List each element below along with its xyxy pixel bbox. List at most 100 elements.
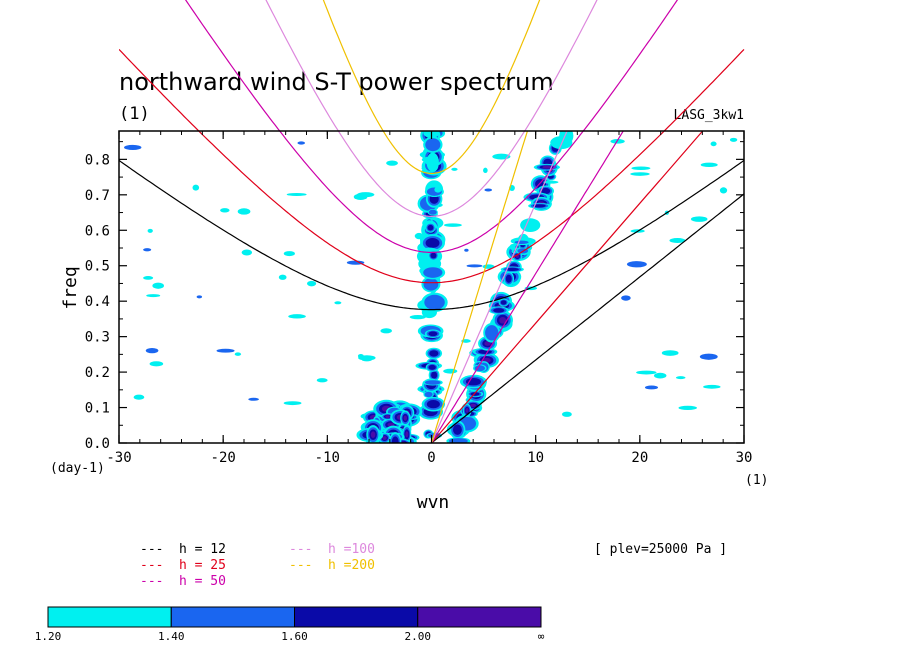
source-label: LASG_3kw1 (674, 108, 744, 123)
power-contour (669, 237, 686, 243)
power-contour (382, 436, 387, 440)
kelvin-curve (430, 131, 624, 443)
power-contour (500, 300, 507, 305)
ig-curve (278, 131, 585, 253)
power-contour (370, 431, 376, 438)
x-tick-label: 20 (631, 450, 648, 466)
x-tick-label: -30 (106, 450, 131, 466)
rossby-curve (430, 442, 432, 443)
power-contour (283, 401, 302, 406)
power-contour (710, 141, 717, 147)
ig-curve (119, 159, 744, 311)
power-contour (631, 166, 651, 171)
power-contour (380, 328, 392, 334)
power-contour (675, 376, 686, 380)
power-contour (414, 232, 424, 240)
power-contour (561, 411, 572, 417)
power-contour (152, 282, 164, 289)
power-contour (386, 160, 398, 166)
power-contour (216, 348, 235, 353)
colorbar-label: 2.00 (405, 630, 432, 643)
legend-label: h =100 (328, 542, 375, 557)
power-contour (451, 167, 458, 171)
power-contour (465, 408, 469, 413)
kelvin-curve (431, 131, 704, 443)
y-tick-label: 0.7 (85, 188, 110, 204)
y-unit-label: (day-1) (50, 461, 105, 476)
colorbar-swatch (170, 606, 295, 628)
power-contour (729, 137, 738, 142)
x-tick-label: 0 (427, 450, 435, 466)
power-contour (430, 252, 437, 259)
colorbar-label: 1.20 (35, 630, 62, 643)
power-contour (661, 350, 679, 356)
power-contour (241, 249, 253, 256)
power-contour (428, 331, 438, 337)
curve-legend: --- h = 12 --- h = 25 --- h = 50 --- h =100 --- h… (140, 542, 375, 589)
chart-title: northward wind S-T power spectrum (119, 68, 554, 96)
power-contour (145, 347, 159, 354)
power-contour (425, 238, 440, 248)
y-tick-label: 0.8 (85, 152, 110, 168)
power-contour (283, 251, 295, 257)
legend-swatch: --- (289, 558, 312, 573)
kelvin-curve (430, 131, 568, 443)
chart-subtitle: (1) (119, 104, 150, 124)
power-contour (297, 141, 306, 145)
power-contour (542, 165, 552, 169)
power-contour (483, 167, 488, 173)
legend-swatch: --- (140, 542, 163, 557)
power-contour (644, 385, 659, 390)
y-tick-label: 0.6 (85, 223, 110, 239)
power-contour (356, 192, 375, 198)
y-tick-label: 0.4 (85, 294, 110, 310)
y-axis-label: freq (60, 266, 81, 309)
x-tick-label: -10 (315, 450, 340, 466)
power-contour (237, 208, 251, 215)
power-contour (358, 355, 376, 361)
power-contour (443, 368, 458, 374)
x-axis: -30 -20 -10 0 10 20 30 (106, 131, 752, 466)
power-contour (316, 378, 328, 383)
power-contour (307, 280, 317, 287)
kelvin-curve (431, 193, 744, 443)
kelvin-curve (430, 131, 529, 443)
colorbar-label: 1.60 (281, 630, 308, 643)
x-tick-label: 10 (527, 450, 544, 466)
power-contour (286, 192, 307, 196)
colorbar-label: ∞ (538, 630, 545, 643)
power-contour (484, 188, 493, 192)
power-contour (405, 431, 409, 438)
power-contour (700, 162, 718, 167)
power-contour (423, 267, 443, 278)
x-unit-label: (1) (745, 473, 768, 488)
colorbar: 1.20 1.40 1.60 2.00 ∞ (35, 606, 545, 643)
legend-label: h = 12 (179, 542, 226, 557)
legend-label: h = 25 (179, 558, 226, 573)
x-tick-label: 30 (736, 450, 753, 466)
power-contour (143, 276, 154, 280)
power-contour (678, 405, 697, 411)
power-contour (499, 316, 507, 324)
y-tick-label: 0.1 (85, 401, 110, 417)
power-contour (334, 301, 342, 305)
power-contour (484, 340, 491, 346)
power-contour (147, 228, 153, 233)
legend-swatch: --- (140, 558, 163, 573)
power-contour (234, 352, 242, 356)
power-contour (423, 278, 439, 291)
y-tick-label: 0.2 (85, 365, 110, 381)
y-tick-label: 0.3 (85, 330, 110, 346)
power-contour (703, 384, 721, 389)
power-contour (133, 394, 145, 400)
power-contour (505, 274, 512, 283)
power-contour (533, 204, 546, 208)
power-contour (143, 248, 152, 252)
power-contour (466, 264, 483, 268)
power-contour (719, 187, 728, 194)
power-contour (514, 240, 529, 244)
level-note: [ plev=25000 Pa ] (594, 542, 727, 557)
ig-curve (197, 131, 666, 284)
colorbar-swatch (294, 606, 419, 628)
